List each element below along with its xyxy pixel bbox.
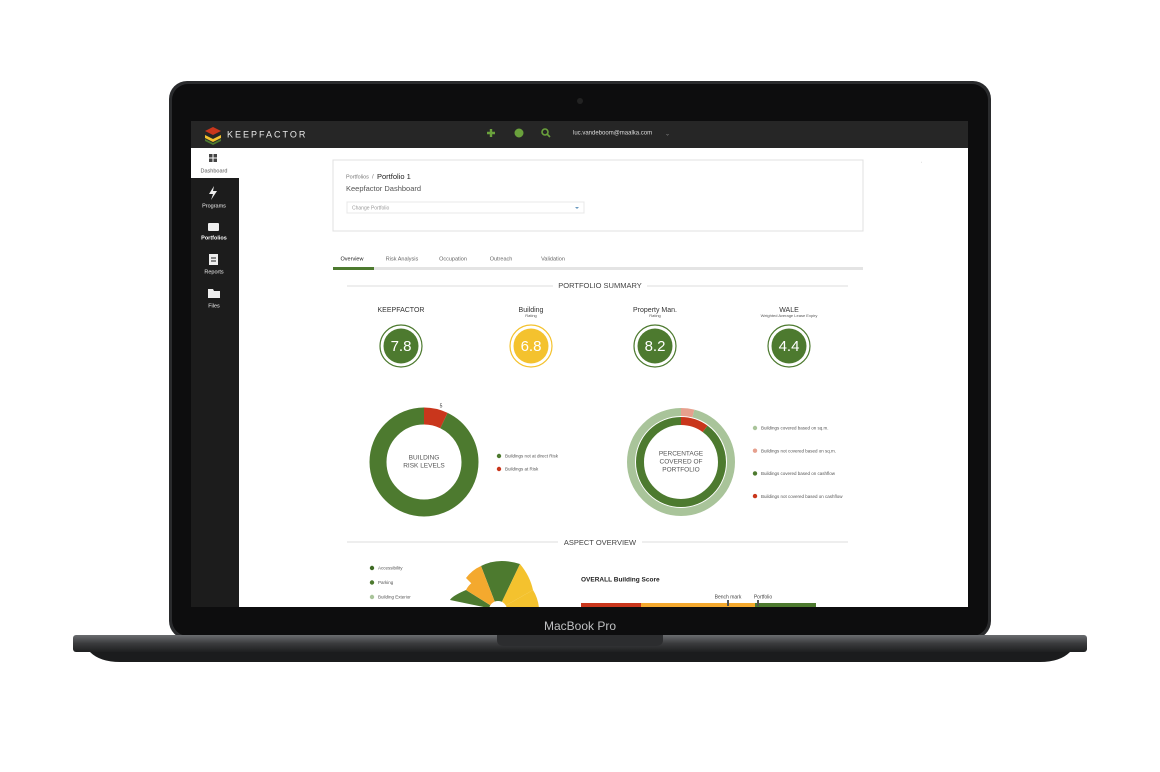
add-icon[interactable] [487, 129, 495, 137]
legend-swatch [752, 448, 758, 453]
search-icon[interactable] [541, 128, 551, 138]
notch [497, 635, 663, 646]
marker-label: Bench mark [715, 594, 742, 600]
kpi-label: Building [519, 307, 544, 314]
donut-center-label: COVERED OF [660, 459, 703, 466]
kpi-ring [633, 324, 677, 368]
legend-swatch [752, 425, 758, 431]
tab[interactable]: Occupation [439, 256, 467, 262]
kpi-badge [513, 328, 549, 364]
section-title: ASPECT OVERVIEW [564, 538, 637, 547]
brand: KEEPFACTOR [227, 129, 307, 139]
base-shadow [90, 652, 1070, 662]
kpi-sublabel: Rating [525, 313, 537, 318]
legend-label: Parking [378, 580, 394, 585]
tab[interactable]: Risk Analysis [386, 256, 419, 262]
kpi-value: 8.2 [645, 338, 666, 355]
select-caret [575, 207, 579, 209]
tab-rail [333, 267, 863, 270]
donut-segment [369, 407, 479, 517]
kpi-value: 7.8 [391, 338, 412, 355]
benchmark-marker [727, 600, 729, 606]
user-email[interactable]: luc.vandeboom@maalka.com [573, 131, 652, 137]
sidebar-icons [208, 154, 220, 298]
header-card [332, 159, 864, 232]
kpi-badge [637, 328, 673, 364]
logo [205, 127, 221, 145]
score-band [641, 603, 755, 607]
legend-label: Buildings covered based on sq.m. [761, 426, 829, 431]
legend-label: Buildings not covered based on cashflow [761, 494, 843, 499]
donut-center-label: PORTFOLIO [662, 467, 699, 474]
legend-swatch [496, 453, 502, 459]
sidebar [191, 148, 239, 607]
nav-item[interactable]: Portfolios [201, 235, 227, 241]
donut-center-label: RISK LEVELS [403, 463, 445, 470]
kpi-ring [379, 324, 423, 368]
camera [577, 98, 583, 104]
topbar-icons [487, 128, 551, 138]
kpi-sublabel: Weighted Average Lease Expiry [761, 313, 818, 318]
nav-item[interactable]: Reports [204, 269, 224, 275]
tab-active-indicator [333, 267, 374, 270]
polar-chart [450, 561, 539, 607]
section-title: PORTFOLIO SUMMARY [558, 281, 642, 290]
donut-segment [627, 408, 735, 516]
legend-swatch [752, 493, 758, 499]
kpi-label: Property Man. [633, 307, 677, 314]
legend-label: Buildings covered based on cashflow [761, 471, 836, 476]
tab[interactable]: Overview [341, 256, 364, 262]
device-label: MacBook Pro [544, 619, 616, 633]
donut-center-label: PERCENTAGE [659, 451, 704, 458]
kpi-ring [509, 324, 553, 368]
legend-swatch [369, 594, 375, 600]
portfolio-marker [757, 600, 759, 606]
donut-center-label: BUILDING [409, 455, 440, 462]
settings-icon[interactable] [514, 128, 524, 138]
legend-label: Buildings not covered based on sq.m. [761, 448, 836, 453]
topbar [191, 121, 968, 148]
nav-item[interactable]: Files [208, 303, 220, 309]
kpi-sublabel: Rating [649, 313, 661, 318]
kpi-value: 6.8 [521, 338, 542, 355]
data-label: 5 [440, 403, 443, 409]
legend-swatch [496, 466, 502, 472]
marker-label: Portfolio [754, 594, 773, 600]
page-title: Keepfactor Dashboard [346, 184, 421, 193]
score-band [755, 603, 816, 607]
portfolio-select[interactable] [346, 201, 585, 214]
score-band [581, 603, 641, 607]
kpi-value: 4.4 [779, 338, 800, 355]
sidebar-active-bg [191, 148, 239, 178]
tab[interactable]: Outreach [490, 256, 513, 262]
corner-dot: . [921, 158, 922, 164]
legend-label: Accessibility [378, 566, 403, 571]
screen: KEEPFACTOR luc.vandeboom@maalka.com ⌄ Da… [191, 121, 968, 607]
legend-label: Buildings at Risk [505, 467, 539, 472]
legend-swatch [369, 580, 375, 585]
legend-label: Building Exterior [378, 595, 411, 600]
tab[interactable]: Validation [541, 256, 565, 262]
legend-label: Buildings not at direct Risk [505, 454, 559, 459]
kpi-badge [383, 328, 419, 364]
kpi-badge [771, 328, 807, 364]
breadcrumb-root[interactable]: Portfolios [346, 174, 369, 180]
score-title: OVERALL Building Score [581, 577, 660, 584]
breadcrumb-sep: / [372, 175, 374, 181]
legend-swatch [369, 565, 375, 571]
kpi-ring [767, 324, 811, 368]
nav-item[interactable]: Programs [202, 203, 226, 209]
breadcrumb-current: Portfolio 1 [377, 172, 411, 181]
kpi-label: WALE [779, 307, 799, 314]
user-menu-caret[interactable]: ⌄ [665, 132, 670, 138]
nav-item[interactable]: Dashboard [201, 168, 228, 174]
select-placeholder[interactable]: Change Portfolio [352, 205, 389, 211]
legend-swatch [752, 471, 758, 476]
kpi-label: KEEPFACTOR [378, 307, 425, 314]
donut-segment [636, 417, 726, 507]
